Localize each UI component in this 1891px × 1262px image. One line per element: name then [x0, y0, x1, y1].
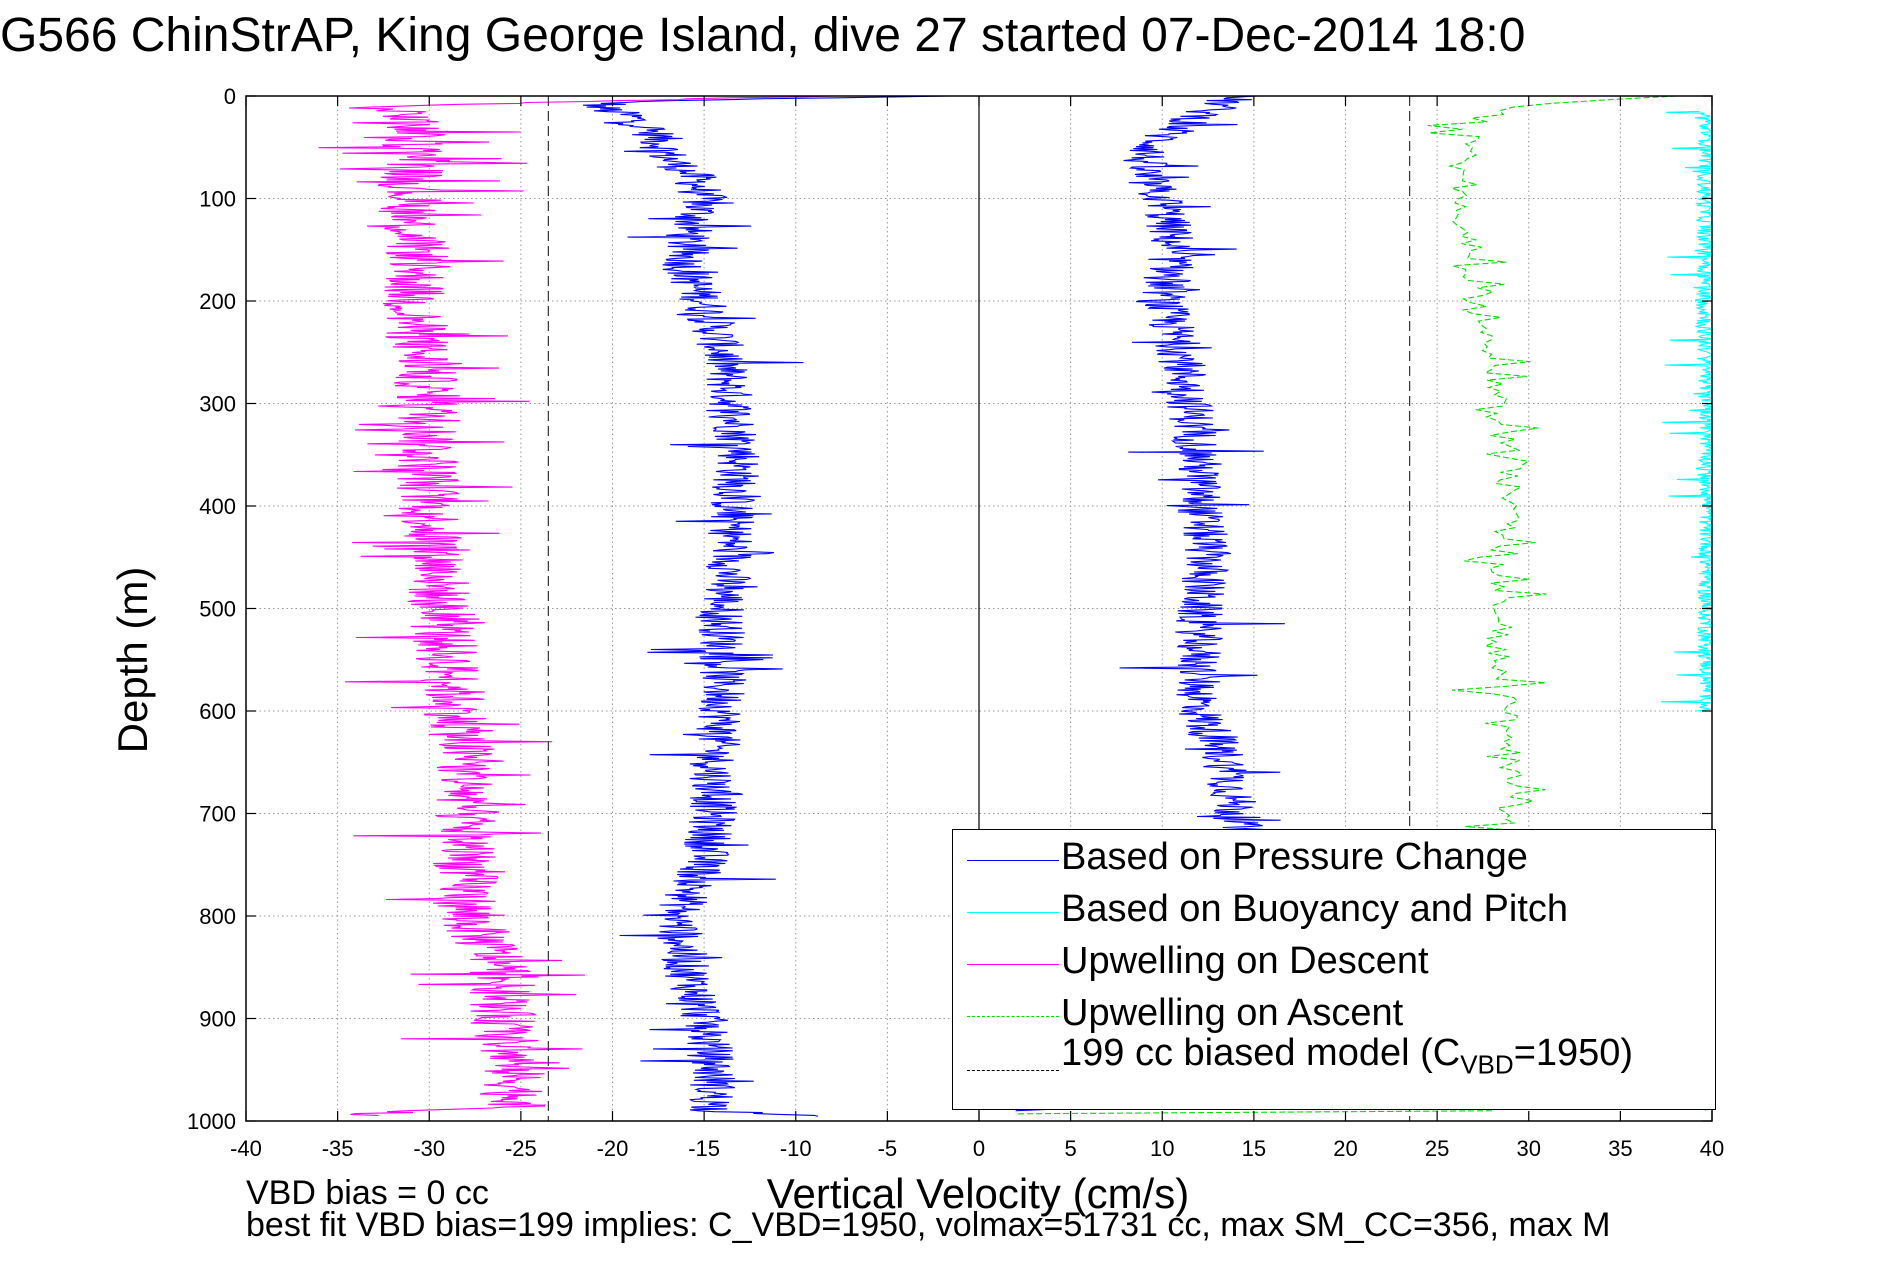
legend-item-buoyancy: Based on Buoyancy and Pitch [953, 888, 1713, 938]
x-tick-label: 10 [1150, 1136, 1174, 1161]
x-tick-label: -20 [597, 1136, 629, 1161]
series-line-based-on-pressure-change-1 [1119, 95, 1285, 845]
x-axis-label: Vertical Velocity (cm/s) [766, 1170, 1190, 1217]
legend-label-model-sub: VBD [1460, 1049, 1514, 1080]
y-axis-label: Depth (m) [109, 566, 156, 754]
x-tick-label: 0 [973, 1136, 985, 1161]
x-tick-label: -25 [505, 1136, 537, 1161]
best-fit-note: best fit VBD bias=199 implies: C_VBD=195… [246, 1206, 1611, 1244]
x-tick-label: -15 [688, 1136, 720, 1161]
x-tick-label: 30 [1517, 1136, 1541, 1161]
x-tick-label: -10 [780, 1136, 812, 1161]
y-tick-label: 100 [199, 187, 236, 212]
legend-item-model: 199 cc biased model (CVBD=1950) [953, 1032, 1713, 1102]
legend-swatch-ascent [967, 1016, 1059, 1017]
legend-label-ascent: Upwelling on Ascent [1061, 992, 1404, 1034]
legend-label-model-end: =1950) [1513, 1032, 1634, 1074]
y-tick-label: 400 [199, 494, 236, 519]
legend: Based on Pressure Change Based on Buoyan… [952, 829, 1716, 1110]
x-tick-label: 35 [1608, 1136, 1632, 1161]
model-lines [547, 96, 1411, 1121]
series-line-based-on-pressure-change-0 [582, 95, 950, 1117]
y-tick-label: 500 [199, 597, 236, 622]
y-tick-label: 800 [199, 904, 236, 929]
x-tick-label: -35 [322, 1136, 354, 1161]
y-tick-label: 700 [199, 802, 236, 827]
series-line-upwelling-on-ascent-0 [1427, 95, 1677, 835]
y-tick-label: 200 [199, 289, 236, 314]
x-tick-label: 40 [1700, 1136, 1724, 1161]
x-tick-label: 5 [1065, 1136, 1077, 1161]
y-tick-label: 900 [199, 1007, 236, 1032]
x-tick-label: 15 [1242, 1136, 1266, 1161]
series-line-upwelling-on-descent-0 [318, 95, 835, 1116]
legend-label-descent: Upwelling on Descent [1061, 940, 1429, 982]
chart-title: G566 ChinStrAP, King George Island, dive… [0, 9, 1526, 62]
x-tick-label: 20 [1333, 1136, 1357, 1161]
y-tick-label: 600 [199, 699, 236, 724]
legend-swatch-model [967, 1070, 1059, 1071]
legend-label-model: 199 cc biased model (CVBD=1950) [1061, 1032, 1633, 1081]
x-tick-label: -30 [413, 1136, 445, 1161]
vbd-bias-note: VBD bias = 0 cc [246, 1174, 489, 1212]
legend-label-pressure: Based on Pressure Change [1061, 836, 1528, 878]
legend-label-model-main: 199 cc biased model (C [1061, 1032, 1461, 1074]
y-tick-label: 300 [199, 392, 236, 417]
legend-label-buoyancy: Based on Buoyancy and Pitch [1061, 888, 1569, 930]
x-tick-label: -5 [878, 1136, 898, 1161]
x-tick-label: -40 [230, 1136, 262, 1161]
y-tick-label: 1000 [187, 1109, 236, 1134]
legend-item-descent: Upwelling on Descent [953, 940, 1713, 990]
x-tick-label: 25 [1425, 1136, 1449, 1161]
legend-swatch-buoyancy [967, 912, 1059, 913]
legend-item-ascent: Upwelling on Ascent [953, 992, 1713, 1042]
y-tick-label: 0 [224, 84, 236, 109]
legend-item-pressure: Based on Pressure Change [953, 836, 1713, 886]
legend-swatch-descent [967, 964, 1059, 965]
legend-swatch-pressure [967, 860, 1059, 861]
